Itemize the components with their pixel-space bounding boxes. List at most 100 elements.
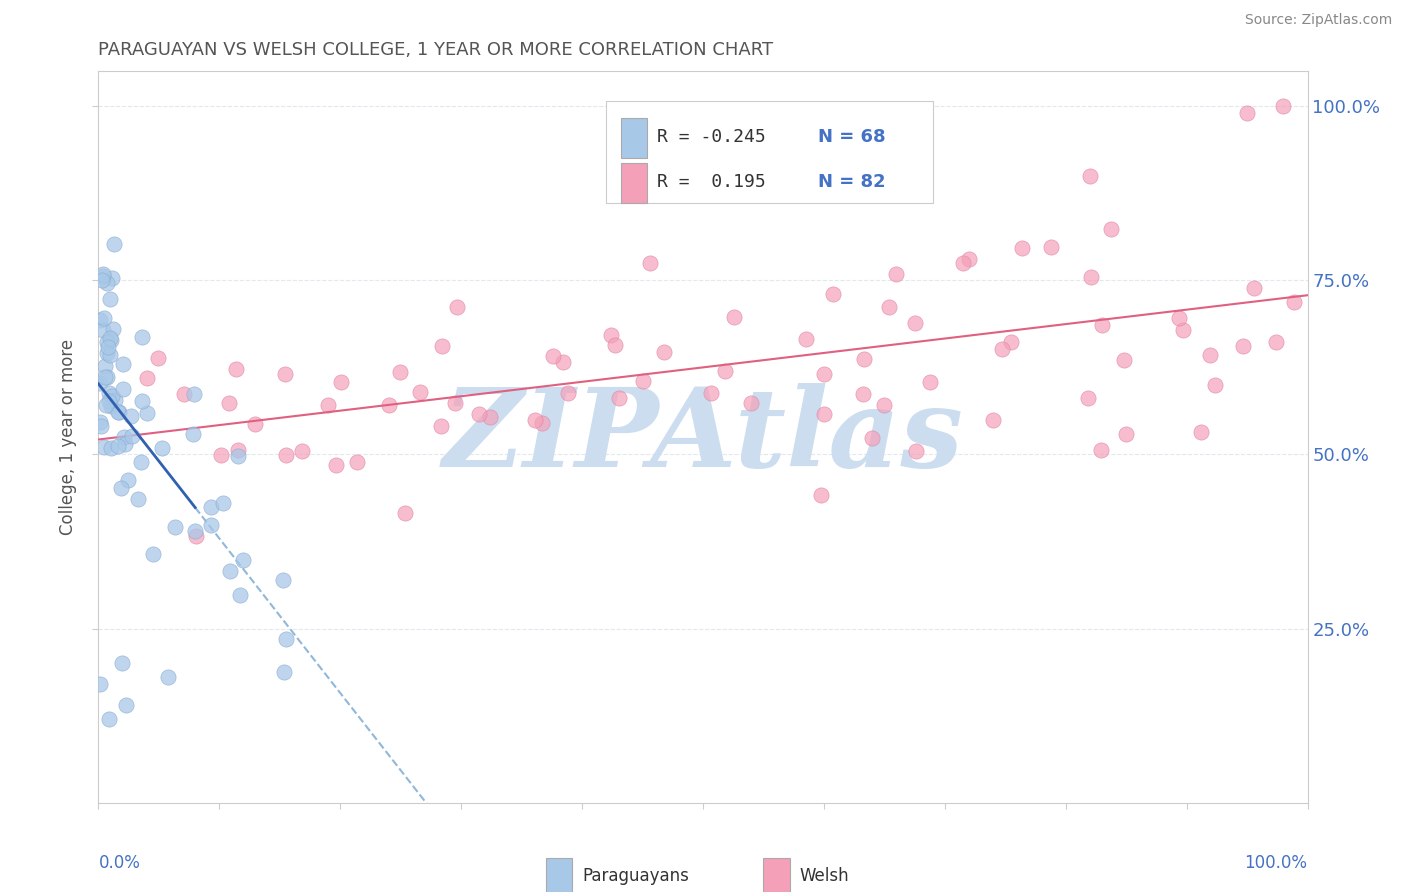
Point — [101, 388, 124, 402]
Y-axis label: College, 1 year or more: College, 1 year or more — [59, 339, 77, 535]
Point — [200, 500, 222, 515]
Text: R =  0.195: R = 0.195 — [657, 173, 766, 191]
Point — [330, 376, 353, 390]
Point — [852, 386, 875, 401]
Point — [93, 310, 115, 325]
Point — [98, 348, 121, 362]
Point — [813, 367, 835, 381]
Point — [700, 385, 723, 400]
Point — [115, 698, 138, 713]
Point — [91, 267, 114, 281]
Point — [94, 370, 117, 384]
Point — [93, 440, 115, 454]
Point — [446, 301, 468, 315]
Point — [523, 413, 546, 427]
Point — [111, 657, 134, 671]
Point — [226, 449, 249, 463]
Point — [1011, 241, 1033, 255]
Point — [1204, 378, 1226, 392]
Bar — [621, 118, 647, 158]
Bar — [621, 162, 647, 202]
Point — [146, 351, 169, 365]
Text: R = -0.245: R = -0.245 — [657, 128, 766, 145]
Point — [952, 256, 974, 270]
Point — [1078, 169, 1101, 183]
Point — [853, 351, 876, 366]
Point — [394, 506, 416, 520]
Point — [101, 270, 124, 285]
Point — [1272, 99, 1295, 113]
Point — [131, 393, 153, 408]
Point — [1039, 240, 1062, 254]
Point — [136, 370, 159, 384]
Point — [631, 374, 654, 388]
Point — [276, 448, 298, 462]
Point — [873, 398, 896, 412]
Point — [89, 376, 111, 391]
Point — [904, 444, 927, 458]
Point — [886, 267, 908, 281]
Point — [100, 399, 122, 413]
Point — [89, 312, 111, 326]
Point — [794, 332, 817, 346]
Point — [1090, 443, 1112, 458]
Point — [209, 448, 232, 462]
Point — [183, 387, 205, 401]
Point — [378, 398, 401, 412]
Bar — [763, 858, 790, 892]
Point — [1099, 222, 1122, 236]
Point — [432, 338, 454, 352]
Point — [821, 286, 844, 301]
Point — [603, 337, 626, 351]
Point — [120, 409, 142, 424]
Point — [957, 252, 980, 267]
Point — [810, 488, 832, 502]
Point — [1189, 425, 1212, 439]
Point — [107, 439, 129, 453]
Point — [430, 419, 453, 434]
Point — [101, 321, 124, 335]
Point — [541, 349, 564, 363]
Point — [142, 547, 165, 561]
Point — [98, 331, 121, 345]
Point — [91, 323, 114, 337]
Point — [104, 392, 127, 407]
Point — [212, 496, 235, 510]
Point — [98, 292, 121, 306]
Point — [96, 334, 118, 349]
Point — [409, 385, 432, 400]
Point — [219, 565, 242, 579]
Text: N = 82: N = 82 — [818, 173, 886, 191]
Point — [600, 327, 623, 342]
Text: 0.0%: 0.0% — [98, 854, 141, 872]
Point — [225, 362, 247, 376]
Point — [904, 316, 927, 330]
Point — [1115, 426, 1137, 441]
Point — [96, 276, 118, 290]
Point — [1264, 334, 1286, 349]
Point — [325, 458, 347, 473]
Point — [1167, 311, 1189, 326]
Point — [389, 366, 412, 380]
Point — [877, 300, 900, 314]
Point — [723, 310, 745, 325]
Point — [117, 474, 139, 488]
Point — [607, 391, 630, 405]
Point — [652, 345, 675, 359]
Text: Welsh: Welsh — [800, 867, 849, 885]
Point — [96, 369, 118, 384]
Point — [271, 573, 294, 587]
Point — [100, 333, 122, 347]
Point — [114, 437, 136, 451]
Point — [111, 383, 134, 397]
Point — [200, 518, 222, 533]
Point — [981, 413, 1004, 427]
Bar — [546, 858, 572, 892]
Text: ZIPAtlas: ZIPAtlas — [443, 384, 963, 491]
Point — [184, 524, 207, 539]
Point — [1199, 348, 1222, 362]
Point — [98, 394, 121, 409]
Point — [443, 395, 465, 409]
Point — [920, 375, 942, 389]
Point — [98, 386, 121, 401]
